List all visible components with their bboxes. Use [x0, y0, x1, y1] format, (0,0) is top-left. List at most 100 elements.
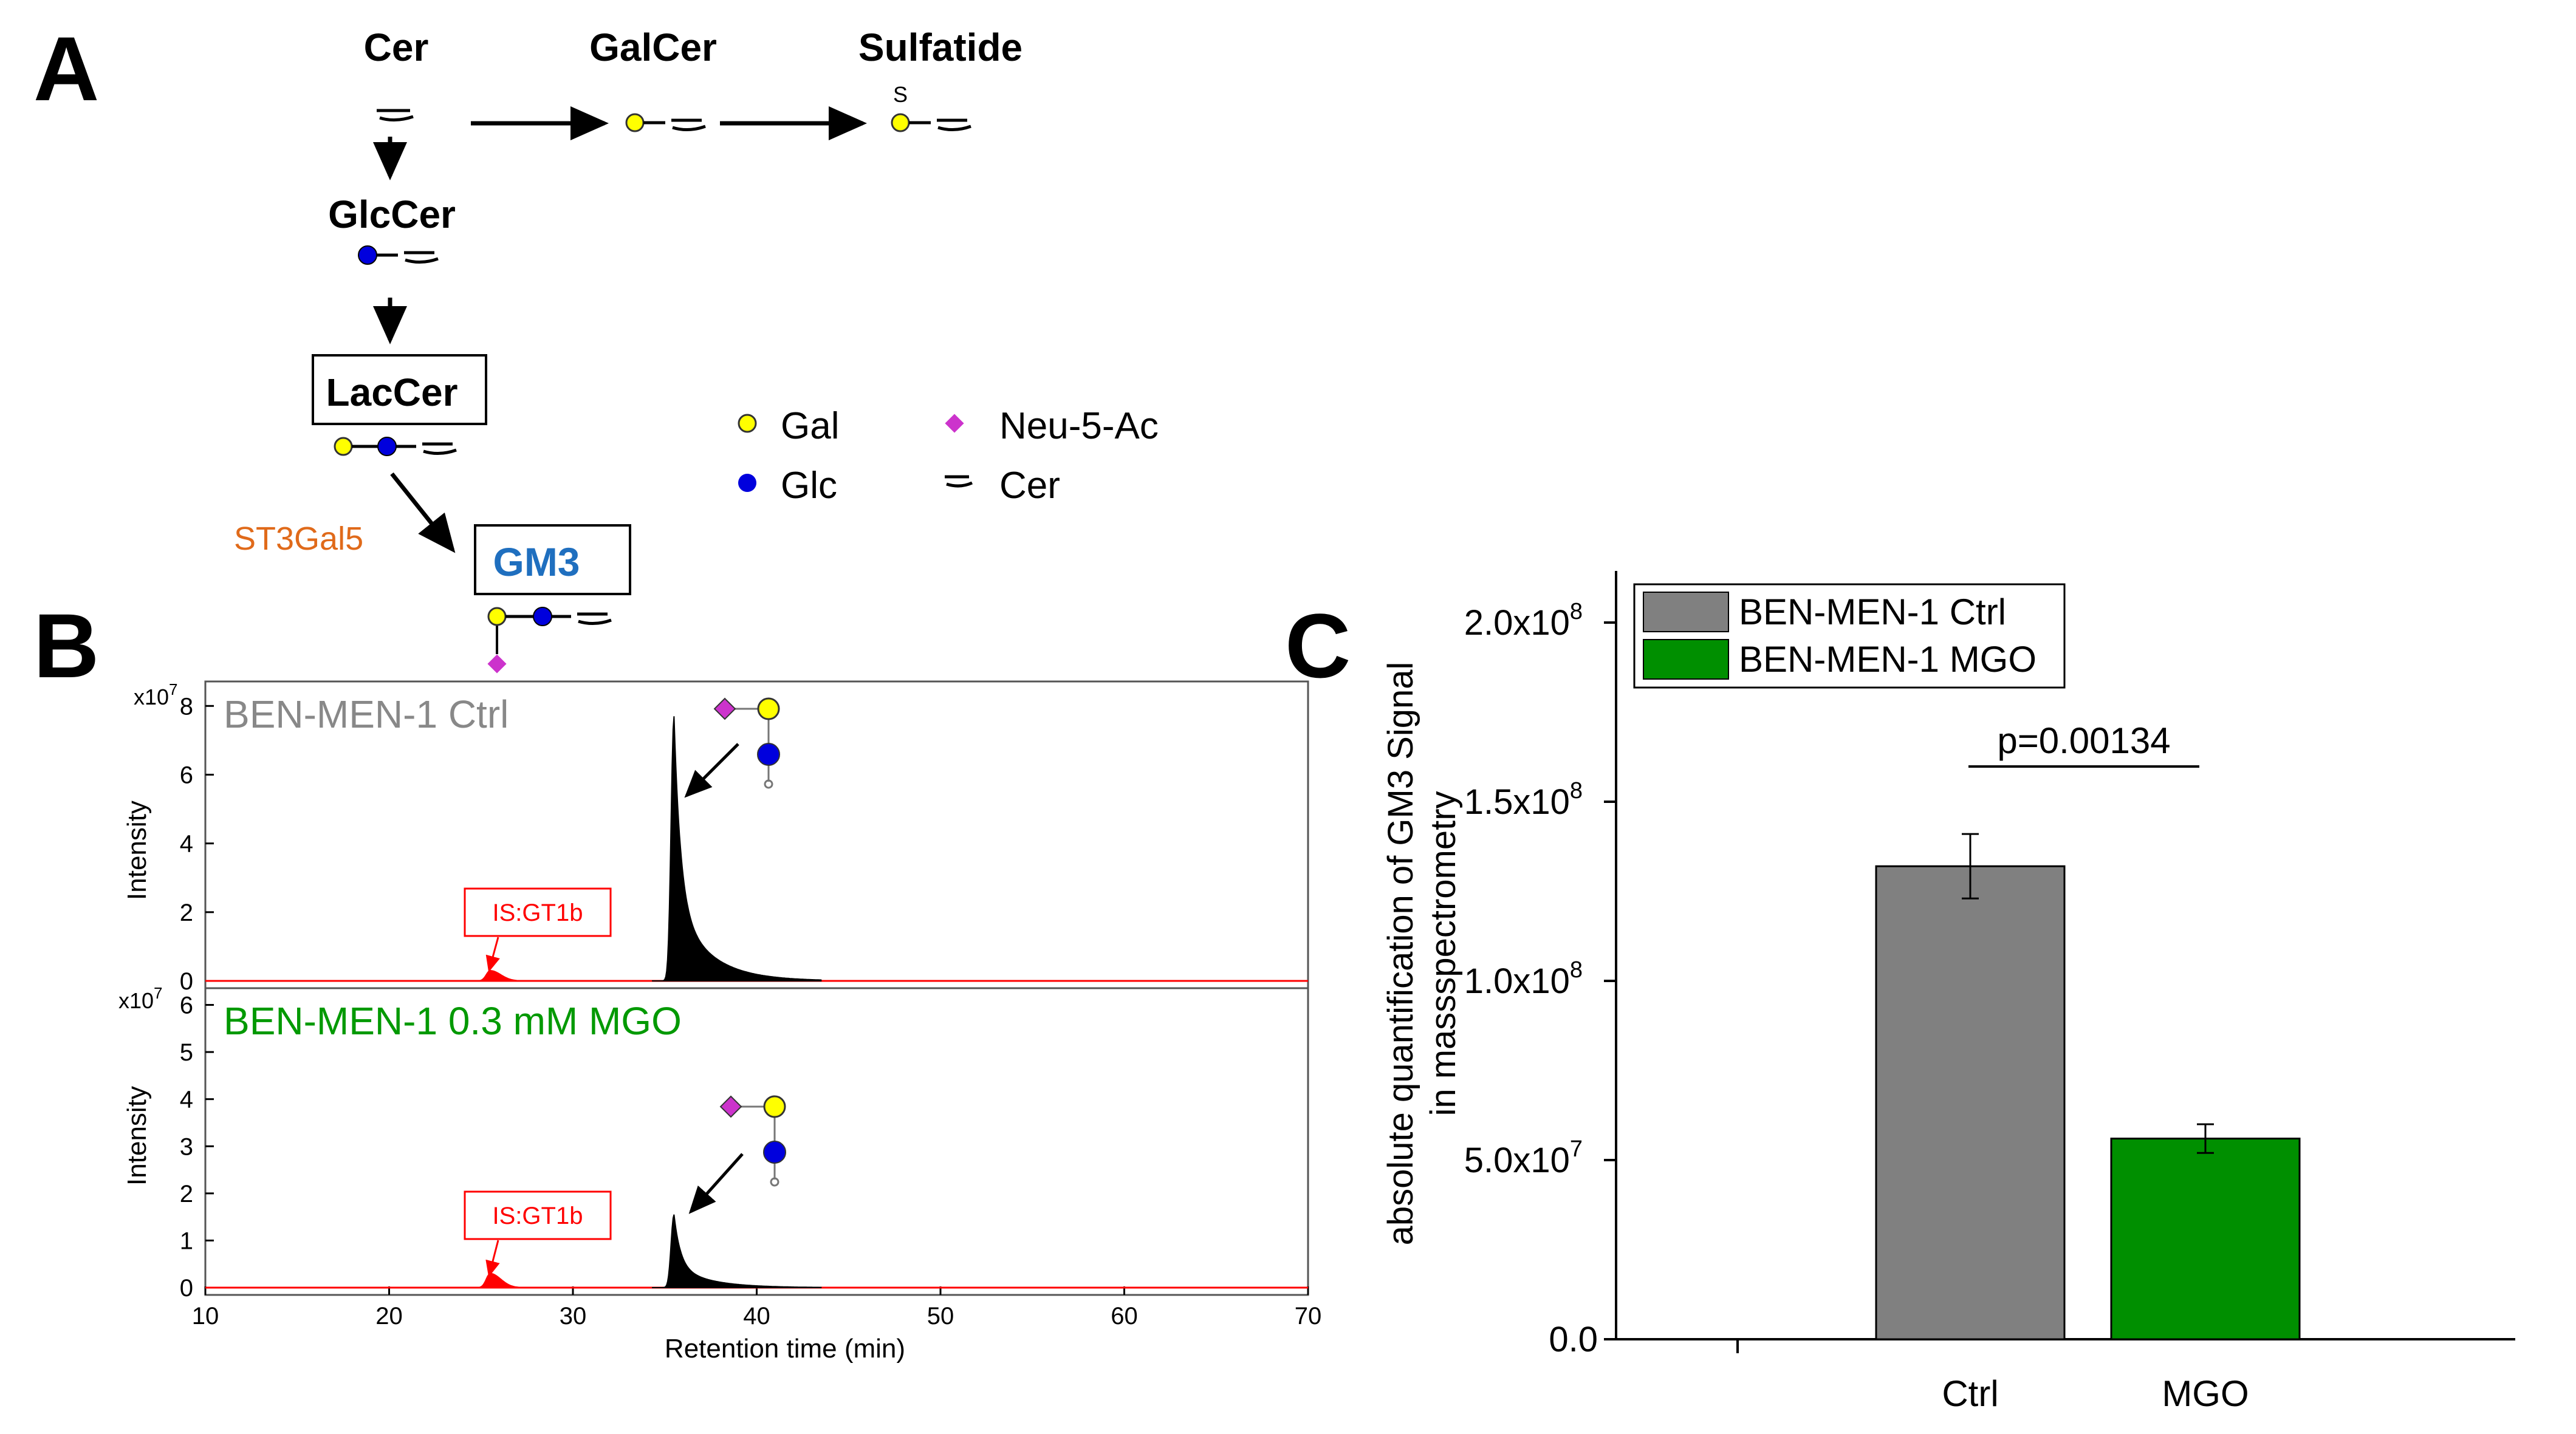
- gal-circle: [334, 437, 353, 456]
- gal-circle: [757, 697, 780, 720]
- multiplier-base: x10: [118, 988, 154, 1013]
- glccer-glycan: [358, 245, 439, 265]
- significance-label: p=0.00134: [1997, 720, 2170, 761]
- y-tick-label: 4: [180, 1087, 193, 1113]
- bar-chart-y-ticks: 0.0 5.0x107 1.0x108 1.5x108 2.0x108: [1464, 599, 1616, 1359]
- y-tick-label: 2: [180, 1181, 193, 1207]
- gm3-glycan: [487, 607, 612, 674]
- gal-legend-icon: [738, 414, 757, 433]
- x-tick-label: 10: [192, 1303, 219, 1330]
- neu-diamond: [719, 1095, 742, 1118]
- x-tick-label: 30: [560, 1303, 587, 1330]
- peak-gm3: [652, 1214, 822, 1288]
- y-tick-label: 0: [180, 968, 193, 995]
- panel-label-b: B: [33, 595, 99, 697]
- is-annotation-mgo-label: IS:GT1b: [493, 1203, 583, 1229]
- sulfate-mark: S: [893, 82, 908, 107]
- legend-mgo-swatch: [1643, 639, 1729, 680]
- glc-circle: [358, 245, 377, 265]
- x-tick-label: 50: [927, 1303, 954, 1330]
- galcer-glycan: [625, 113, 706, 132]
- chromatogram-mgo-y-ticks: 0 1 2 3 4 5 6: [180, 992, 214, 1302]
- y-tick-label: 6: [180, 762, 193, 788]
- glc-legend-icon: [738, 474, 756, 492]
- enzyme-label: ST3Gal5: [234, 521, 363, 557]
- cer-symbol: [377, 109, 414, 121]
- panel-label-c: C: [1285, 595, 1351, 697]
- glc-circle: [377, 437, 397, 456]
- gal-circle: [625, 113, 645, 132]
- y-tick-label: 1: [180, 1227, 193, 1254]
- legend-ctrl-label: BEN-MEN-1 Ctrl: [1739, 592, 2006, 632]
- y-tick-label: 0.0: [1549, 1320, 1598, 1359]
- peak-is-gt1b: [468, 1272, 637, 1288]
- legend-ctrl-swatch: [1643, 592, 1729, 632]
- chromatogram-mgo-traces: [205, 1214, 1308, 1289]
- glc-circle: [763, 1141, 786, 1164]
- gal-circle: [763, 1095, 786, 1118]
- pathway-galcer-label: GalCer: [589, 26, 717, 69]
- chromatogram-mgo-multiplier: x107: [118, 984, 163, 1013]
- chromatogram-xlabel: Retention time (min): [665, 1334, 905, 1364]
- pathway-laccer-label: LacCer: [326, 370, 458, 414]
- chromatogram-mgo-ylabel: Intensity: [122, 1086, 152, 1186]
- bar-chart-ylabel-line2: in massspectrometry: [1423, 791, 1463, 1116]
- panel-c: C 0.0 5.0x107 1.0x108 1.5x108 2.0x108 Ctrl MG…: [1285, 571, 2515, 1414]
- x-category-label: Ctrl: [1942, 1373, 1998, 1414]
- glc-circle: [533, 607, 552, 626]
- legend-cer-label: Cer: [999, 465, 1060, 507]
- y-tick-label: 5.0x107: [1464, 1136, 1583, 1180]
- y-tick-label: 2.0x108: [1464, 599, 1583, 643]
- bar-chart-ylabel-line1: absolute quantification of GM3 Signal: [1381, 662, 1420, 1246]
- y-tick-label: 8: [180, 693, 193, 720]
- x-tick-label: 40: [743, 1303, 770, 1330]
- chromatogram-ctrl-y-ticks: 0 2 4 6 8: [180, 693, 214, 995]
- pathway-gm3-label: GM3: [493, 539, 580, 584]
- panel-a: A Cer GalCer Sulfatide S GlcCer: [33, 18, 1159, 674]
- gal-circle: [487, 607, 507, 626]
- multiplier-exp: 7: [169, 680, 177, 698]
- bar-mgo: [2110, 1138, 2301, 1340]
- is-annotation-mgo-box: [464, 1190, 612, 1240]
- y-tick-label: 1.5x108: [1464, 778, 1583, 822]
- chromatogram-x-ticks: 10 20 30 40 50 60 70: [192, 1286, 1322, 1330]
- chromatogram-mgo-title: BEN-MEN-1 0.3 mM MGO: [224, 999, 682, 1043]
- neu-legend-icon: [945, 414, 964, 433]
- y-tick-label: 1.0x108: [1464, 957, 1583, 1001]
- is-annotation-ctrl-arrow: [485, 937, 500, 972]
- x-tick-label: 20: [375, 1303, 403, 1330]
- x-category-label: MGO: [2162, 1373, 2249, 1414]
- y-tick-label: 2: [180, 900, 193, 926]
- y-tick-label: 4: [180, 831, 193, 858]
- chromatogram-ctrl-traces: [205, 716, 1308, 982]
- laccer-box: [312, 354, 487, 425]
- peak-is-gt1b: [468, 969, 637, 982]
- x-tick-label: 70: [1295, 1303, 1322, 1330]
- pathway-cer-label: Cer: [364, 26, 429, 69]
- y-tick-label: 3: [180, 1133, 193, 1160]
- gal-circle: [891, 113, 910, 132]
- pathway-glccer-label: GlcCer: [328, 193, 456, 236]
- cer-legend-icon: [945, 475, 973, 488]
- multiplier-exp: 7: [154, 984, 162, 1002]
- legend-gal-label: Gal: [781, 405, 839, 447]
- panel-b: B BEN-MEN-1 Ctrl BEN-MEN-1 0.3 mM MGO x1…: [33, 595, 1321, 1364]
- glc-circle: [757, 743, 780, 766]
- is-annotation-mgo-arrow: [485, 1240, 500, 1277]
- arrow-laccer-to-gm3: [390, 472, 456, 553]
- x-tick-label: 60: [1111, 1303, 1138, 1330]
- legend-glc-label: Glc: [781, 465, 837, 507]
- bar-chart-bars: Ctrl MGO: [1875, 833, 2301, 1414]
- neu-diamond: [713, 697, 736, 720]
- pathway-sulfatide-label: Sulfatide: [858, 26, 1023, 69]
- is-annotation-ctrl-box: [464, 887, 612, 937]
- gm3-box: [474, 524, 631, 595]
- is-annotation-ctrl-label: IS:GT1b: [493, 900, 583, 926]
- gm3-peak-arrow-mgo: [688, 1153, 744, 1214]
- multiplier-base: x10: [134, 685, 169, 709]
- sulfatide-glycan: [891, 113, 971, 132]
- y-tick-label: 6: [180, 992, 193, 1019]
- legend-mgo-label: BEN-MEN-1 MGO: [1739, 639, 2036, 680]
- laccer-glycan: [334, 437, 457, 456]
